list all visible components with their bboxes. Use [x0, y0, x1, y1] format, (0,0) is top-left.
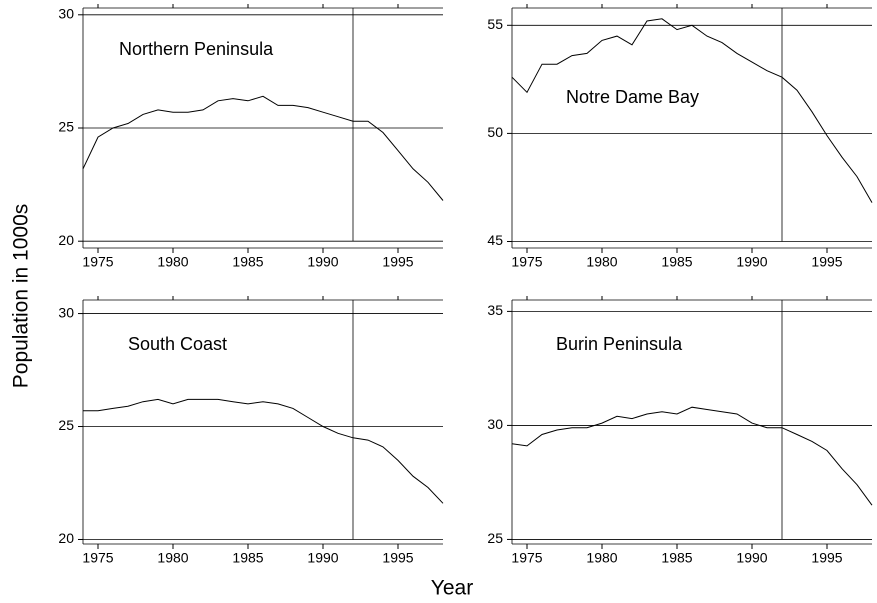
y-tick-label: 25	[58, 417, 74, 433]
x-tick-label: 1990	[736, 254, 767, 270]
x-tick-label: 1980	[586, 254, 617, 270]
y-tick-label: 20	[58, 232, 74, 248]
y-tick-label: 25	[58, 119, 74, 135]
y-tick-label: 45	[487, 232, 503, 248]
x-tick-label: 1985	[661, 550, 692, 566]
x-tick-label: 1980	[586, 550, 617, 566]
y-tick-label: 50	[487, 124, 503, 140]
x-tick-label: 1975	[511, 254, 542, 270]
series-line	[82, 95, 444, 201]
series-line	[511, 406, 873, 506]
x-tick-label: 1980	[157, 550, 188, 566]
panel-title: Notre Dame Bay	[566, 87, 699, 107]
x-tick-label: 1975	[82, 550, 113, 566]
x-tick-label: 1985	[232, 550, 263, 566]
y-tick-label: 30	[58, 5, 74, 21]
y-tick-label: 55	[487, 16, 503, 32]
panel-title: Burin Peninsula	[556, 334, 683, 354]
series-line	[83, 398, 444, 504]
x-tick-label: 1995	[382, 550, 413, 566]
y-tick-label: 20	[58, 530, 74, 546]
x-tick-label: 1985	[232, 254, 263, 270]
x-tick-label: 1990	[307, 254, 338, 270]
panel-title: South Coast	[128, 334, 227, 354]
y-tick-label: 35	[487, 302, 503, 318]
x-tick-label: 1985	[661, 254, 692, 270]
x-tick-label: 1995	[382, 254, 413, 270]
x-tick-label: 1995	[811, 550, 842, 566]
x-tick-label: 1975	[511, 550, 542, 566]
x-tick-label: 1980	[157, 254, 188, 270]
x-tick-label: 1990	[736, 550, 767, 566]
y-axis-label: Population in 1000s	[10, 204, 33, 388]
x-tick-label: 1995	[811, 254, 842, 270]
x-axis-label: Year	[431, 577, 473, 600]
series-line	[511, 18, 873, 203]
panel-title: Northern Peninsula	[119, 39, 274, 59]
y-tick-label: 30	[487, 416, 503, 432]
x-tick-label: 1990	[307, 550, 338, 566]
y-tick-label: 25	[487, 530, 503, 546]
y-tick-label: 30	[58, 304, 74, 320]
x-tick-label: 1975	[82, 254, 113, 270]
